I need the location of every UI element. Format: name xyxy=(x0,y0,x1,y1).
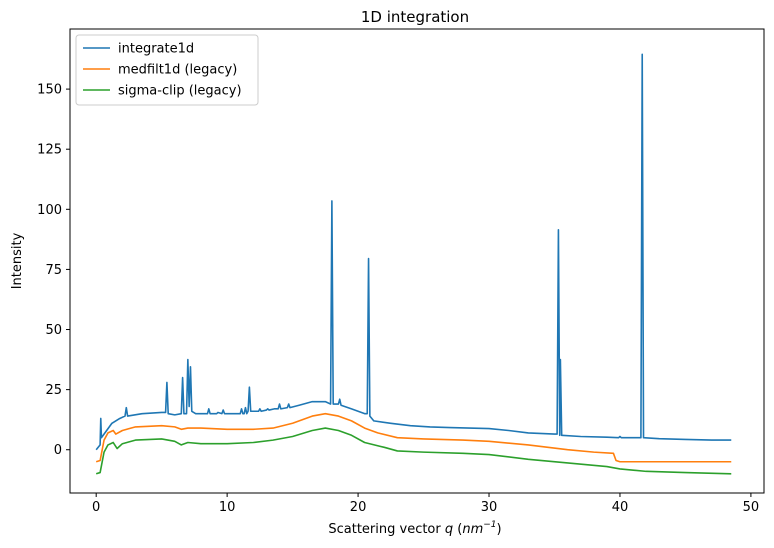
series-line-0 xyxy=(95,53,732,451)
y-tick-label: 125 xyxy=(37,143,62,158)
chart-title: 1D integration xyxy=(361,8,469,26)
series-layer xyxy=(95,53,732,475)
x-axis-label-prefix: Scattering vector xyxy=(328,522,445,537)
x-tick-label: 50 xyxy=(743,500,760,515)
x-tick-label: 30 xyxy=(481,500,498,515)
x-axis-label-variable: q xyxy=(445,522,453,537)
legend-label-1: medfilt1d (legacy) xyxy=(118,63,237,78)
x-tick-label: 40 xyxy=(612,500,629,515)
x-tick-label: 20 xyxy=(350,500,367,515)
x-axis-label-unit-close: ) xyxy=(497,522,502,537)
y-tick-label: 0 xyxy=(54,443,62,458)
legend-label-0: integrate1d xyxy=(118,42,194,57)
series-line-2 xyxy=(95,427,732,475)
y-tick-label: 75 xyxy=(45,263,62,278)
x-tick-label: 0 xyxy=(92,500,100,515)
y-axis: 0 25 50 75 100 125 150 xyxy=(37,83,70,458)
series-line-1 xyxy=(95,412,732,463)
legend-frame xyxy=(75,34,259,106)
y-axis-label: Intensity xyxy=(10,232,25,289)
plot-area xyxy=(69,28,765,494)
x-axis-label: Scattering vector q (nm−1) xyxy=(328,520,501,537)
x-axis-label-unit-open: ( xyxy=(453,522,462,537)
y-tick-label: 50 xyxy=(45,323,62,338)
y-tick-label: 25 xyxy=(45,383,62,398)
y-tick-label: 150 xyxy=(37,83,62,98)
plot-frame xyxy=(69,28,765,494)
x-tick-label: 10 xyxy=(219,500,236,515)
x-axis-label-unit: nm xyxy=(462,522,483,537)
x-axis: 0 10 20 30 40 50 xyxy=(92,493,759,515)
y-tick-label: 100 xyxy=(37,203,62,218)
legend: integrate1d medfilt1d (legacy) sigma-clip … xyxy=(75,34,259,106)
legend-label-2: sigma-clip (legacy) xyxy=(118,84,242,99)
x-axis-label-unit-exponent: −1 xyxy=(483,520,496,530)
